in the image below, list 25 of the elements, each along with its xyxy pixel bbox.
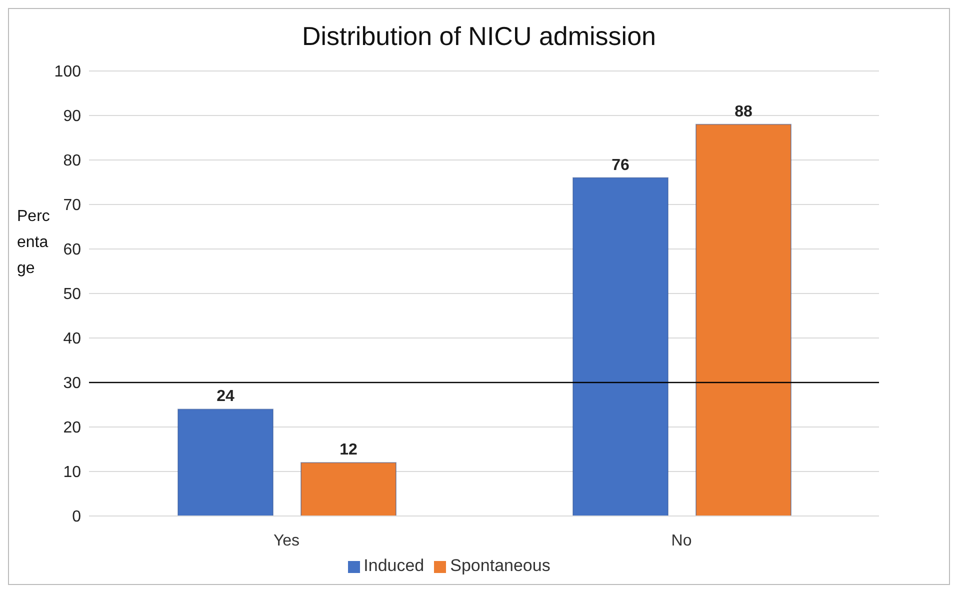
x-tick-label: Yes	[273, 532, 300, 550]
data-label: 76	[612, 156, 630, 174]
y-tick-label: 0	[72, 508, 82, 526]
y-tick-label: 40	[63, 330, 82, 348]
legend-label: Spontaneous	[450, 556, 550, 575]
bar	[178, 408, 274, 516]
y-tick-label: 70	[63, 197, 82, 214]
data-label: 12	[340, 442, 358, 459]
y-tick-label: 50	[63, 286, 82, 304]
y-tick-label: 30	[63, 375, 82, 392]
y-tick-label: 90	[63, 108, 82, 126]
y-axis-title: Percentage	[17, 207, 51, 279]
y-tick-label: 100	[54, 64, 82, 81]
bar	[572, 177, 668, 516]
y-tick-label: 10	[63, 464, 82, 482]
y-tick-label: 60	[63, 242, 82, 259]
legend-label: Induced	[364, 556, 424, 575]
y-tick-label: 20	[63, 420, 82, 437]
bar	[696, 124, 792, 516]
chart-title: Distribution of NICU admission	[300, 20, 657, 53]
y-tick-label: 80	[63, 152, 82, 170]
bar	[300, 462, 396, 516]
x-tick-label: No	[671, 532, 692, 550]
data-label: 24	[216, 388, 234, 406]
data-label: 88	[734, 103, 752, 120]
